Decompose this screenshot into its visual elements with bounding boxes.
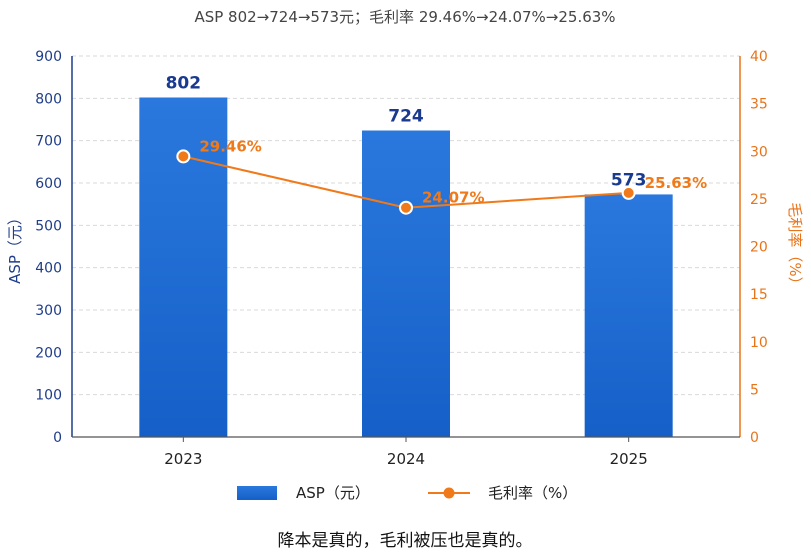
y-tick-label: 200 xyxy=(35,345,62,361)
y2-tick-label: 0 xyxy=(750,430,759,446)
line-value-label: 24.07% xyxy=(422,189,484,207)
x-tick-label: 2025 xyxy=(610,450,648,468)
y-axis-title: ASP（元） xyxy=(6,210,24,284)
y2-tick-label: 5 xyxy=(750,382,759,398)
y-tick-label: 700 xyxy=(35,134,62,150)
legend-line-marker xyxy=(443,487,455,499)
margin-point xyxy=(399,200,413,215)
y-tick-label: 600 xyxy=(35,176,62,192)
legend: ASP（元） 毛利率（%） xyxy=(237,484,577,502)
y2-tick-label: 10 xyxy=(750,335,768,351)
bar xyxy=(362,130,450,438)
y2-tick-label: 20 xyxy=(750,240,768,256)
y2-tick-label: 40 xyxy=(750,49,768,65)
y-tick-label: 800 xyxy=(35,91,62,107)
line-value-label: 25.63% xyxy=(645,174,707,192)
chart-caption: 降本是真的，毛利被压也是真的。 xyxy=(278,531,533,551)
y-tick-label: 900 xyxy=(35,49,62,65)
y2-tick-label: 15 xyxy=(750,287,768,303)
y-tick-label: 100 xyxy=(35,388,62,404)
y2-tick-label: 35 xyxy=(750,97,768,113)
y2-axis-title: 毛利率（%） xyxy=(786,202,804,291)
bar-value-label: 802 xyxy=(166,73,202,93)
bar-value-label: 573 xyxy=(611,170,647,190)
bars xyxy=(139,97,673,438)
legend-bar-label: ASP（元） xyxy=(296,484,370,502)
margin-point xyxy=(621,185,636,200)
margin-point xyxy=(176,149,191,164)
bar-value-label: 724 xyxy=(388,107,424,127)
margin-line xyxy=(176,149,636,215)
right-axis-ticks: 0 5 10 15 20 25 30 35 40 xyxy=(750,49,768,446)
chart-subtitle: ASP 802→724→573元；毛利率 29.46%→24.07%→25.63… xyxy=(194,8,615,26)
y2-tick-label: 30 xyxy=(750,144,768,160)
bar xyxy=(584,194,673,437)
bar-labels: 802 724 573 xyxy=(166,73,647,190)
x-axis-ticks: 2023 2024 2025 xyxy=(164,437,648,468)
y-tick-label: 400 xyxy=(35,261,62,277)
y-tick-label: 0 xyxy=(53,430,62,446)
y-tick-label: 300 xyxy=(35,303,62,319)
line-labels: 29.46% 24.07% 25.63% xyxy=(199,137,707,206)
legend-bar-swatch xyxy=(237,486,277,500)
line-value-label: 29.46% xyxy=(199,137,261,155)
x-tick-label: 2024 xyxy=(387,450,425,468)
y-tick-label: 500 xyxy=(35,218,62,234)
y2-tick-label: 25 xyxy=(750,192,768,208)
x-tick-label: 2023 xyxy=(164,450,202,468)
legend-line-label: 毛利率（%） xyxy=(488,484,577,502)
left-axis-ticks: 0 100 200 300 400 500 600 700 800 900 xyxy=(35,49,62,446)
